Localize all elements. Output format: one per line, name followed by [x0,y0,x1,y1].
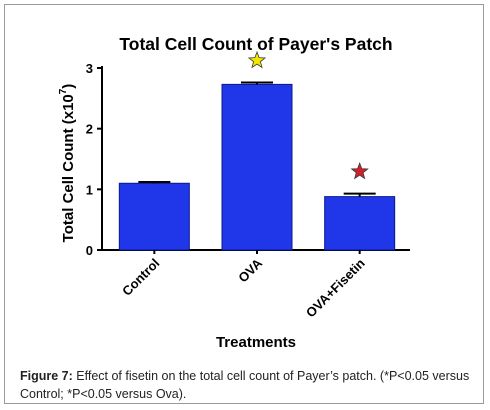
x-tick-label-1: OVA [235,255,265,285]
y-tick-label-0: 0 [86,243,93,258]
bar-control [118,182,190,251]
figure-frame: Total Cell Count of Payer's Patch Treatm… [4,4,484,404]
y-axis-title-close: ) [60,84,77,89]
x-tick-label-0: Control [119,256,162,299]
y-tick-label-1: 1 [86,182,93,197]
caption-text: Effect of fisetin on the total cell coun… [20,369,470,401]
y-axis-title-main: Total Cell Count (x10 [60,94,77,242]
plot-area: 0 1 2 3 Control OVA OVA+Fisetin [86,50,410,320]
y-axis-title-exponent: 7 [58,88,69,94]
bar-ova [221,83,293,251]
y-tick-label-3: 3 [86,61,93,76]
x-axis-title: Treatments [216,334,296,351]
y-axis-title: Total Cell Count (x107) [58,84,77,243]
x-tick-label-2: OVA+Fisetin [303,255,368,320]
significance-star-icon-1 [350,161,369,180]
figure-caption: Figure 7: Effect of fisetin on the total… [20,367,470,403]
significance-star-icon-0 [247,50,267,69]
bar-ova-fisetin [324,196,396,251]
chart-title: Total Cell Count of Payer's Patch [119,34,392,54]
caption-label: Figure 7: [20,369,73,383]
y-tick-label-2: 2 [86,122,93,137]
bar-chart: Total Cell Count of Payer's Patch Treatm… [58,34,410,351]
